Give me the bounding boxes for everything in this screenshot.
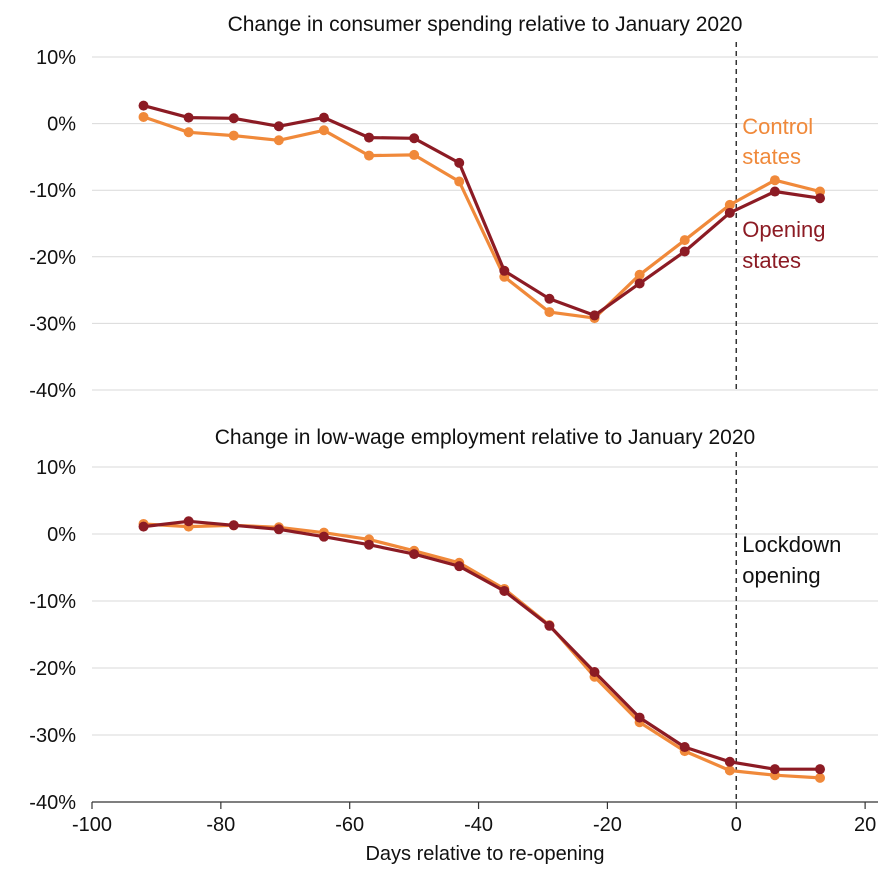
x-tick-label: -80 (206, 814, 235, 836)
opening-states-series (138, 100, 826, 321)
control-states-point (815, 772, 826, 783)
lockdown-opening-label-line-2: opening (742, 563, 820, 588)
control-states-point (409, 149, 420, 160)
opening-states-point (634, 278, 645, 289)
opening-states-point (364, 539, 375, 550)
control-states-point (228, 130, 239, 141)
opening-states-point (499, 265, 510, 276)
x-tick-label: -40 (464, 814, 493, 836)
y-tick-label: -30% (29, 313, 76, 335)
opening-states-line (143, 104, 821, 317)
x-axis: -100 -80 -60 -40 -20 0 20 (72, 801, 878, 836)
spending-series (138, 100, 826, 324)
control-states-line (142, 115, 821, 320)
control-states-point (634, 269, 645, 280)
opening-states-line (143, 519, 820, 771)
control-states-point (679, 235, 690, 246)
opening-states-series (138, 516, 826, 775)
opening-states-point (815, 764, 826, 775)
employment-chart-title: Change in low-wage employment relative t… (215, 426, 755, 449)
y-tick-label: -10% (29, 591, 76, 613)
y-tick-label: 10% (36, 457, 76, 479)
y-tick-label: -20% (29, 247, 76, 269)
opening-states-point (138, 521, 149, 532)
opening-states-point (724, 756, 735, 767)
opening-states-point (228, 113, 239, 124)
y-tick-label: -40% (29, 380, 76, 402)
opening-states-point (769, 764, 780, 775)
opening-states-point (724, 207, 735, 218)
control-states-series (138, 518, 826, 783)
y-tick-label: -10% (29, 180, 76, 202)
x-axis-label: Days relative to re-opening (365, 843, 604, 865)
x-tick-label: -60 (335, 814, 364, 836)
opening-states-point (183, 516, 194, 527)
control-states-line (143, 522, 821, 780)
y-tick-label: 10% (36, 47, 76, 69)
y-tick-label: -40% (29, 792, 76, 814)
opening-states-point (769, 186, 780, 197)
y-tick-label: -20% (29, 658, 76, 680)
y-tick-label: -30% (29, 725, 76, 747)
control-states-point (724, 199, 735, 210)
spending-panel: Change in consumer spending relative to … (29, 13, 878, 402)
opening-states-point (499, 585, 510, 596)
control-states-point (544, 307, 555, 318)
opening-states-point (634, 712, 645, 723)
opening-states-label-line-2: states (742, 248, 801, 273)
opening-states-label: Opening states (742, 217, 831, 273)
spending-chart-title: Change in consumer spending relative to … (228, 13, 743, 36)
control-states-label-line-1: Control (742, 114, 813, 139)
opening-states-point (273, 524, 284, 535)
opening-states-point (138, 100, 149, 111)
employment-series (138, 516, 826, 783)
x-tick-label: 0 (731, 814, 742, 836)
control-states-point (318, 125, 329, 136)
y-tick-label: 0% (47, 114, 76, 136)
control-states-point (138, 111, 149, 122)
opening-states-point (273, 121, 284, 132)
opening-states-point (679, 246, 690, 257)
control-states-point (183, 127, 194, 138)
control-states-point (769, 175, 780, 186)
control-states-label-line-2: states (742, 144, 801, 169)
opening-states-point (679, 742, 690, 753)
control-states-label: Control states (742, 114, 819, 169)
employment-y-axis: 10% 0% -10% -20% -30% -40% (29, 457, 76, 814)
lockdown-opening-label: Lockdown opening (742, 532, 847, 588)
control-states-point (273, 135, 284, 146)
y-tick-label: 0% (47, 524, 76, 546)
x-tick-label: 20 (854, 814, 876, 836)
opening-states-point (454, 561, 465, 572)
control-states-series (138, 111, 826, 324)
spending-gridlines (92, 56, 878, 391)
control-states-point (364, 150, 375, 161)
opening-states-point (589, 310, 600, 321)
employment-gridlines (92, 466, 878, 736)
opening-states-point (454, 157, 465, 168)
control-states-point (724, 765, 735, 776)
opening-states-point (544, 293, 555, 304)
opening-states-point (364, 132, 375, 143)
x-tick-label: -100 (72, 814, 112, 836)
control-states-point (454, 176, 465, 187)
spending-y-axis: 10% 0% -10% -20% -30% -40% (29, 47, 76, 402)
opening-states-point (228, 520, 239, 531)
opening-states-point (589, 667, 600, 678)
opening-states-point (815, 193, 826, 204)
employment-panel: Change in low-wage employment relative t… (29, 426, 878, 865)
opening-states-label-line-1: Opening (742, 217, 825, 242)
opening-states-point (409, 133, 420, 144)
x-tick-label: -20 (593, 814, 622, 836)
opening-states-point (409, 549, 420, 560)
opening-states-point (544, 620, 555, 631)
opening-states-point (183, 112, 194, 123)
opening-states-point (318, 531, 329, 542)
opening-states-point (318, 112, 329, 123)
lockdown-opening-label-line-1: Lockdown (742, 532, 841, 557)
